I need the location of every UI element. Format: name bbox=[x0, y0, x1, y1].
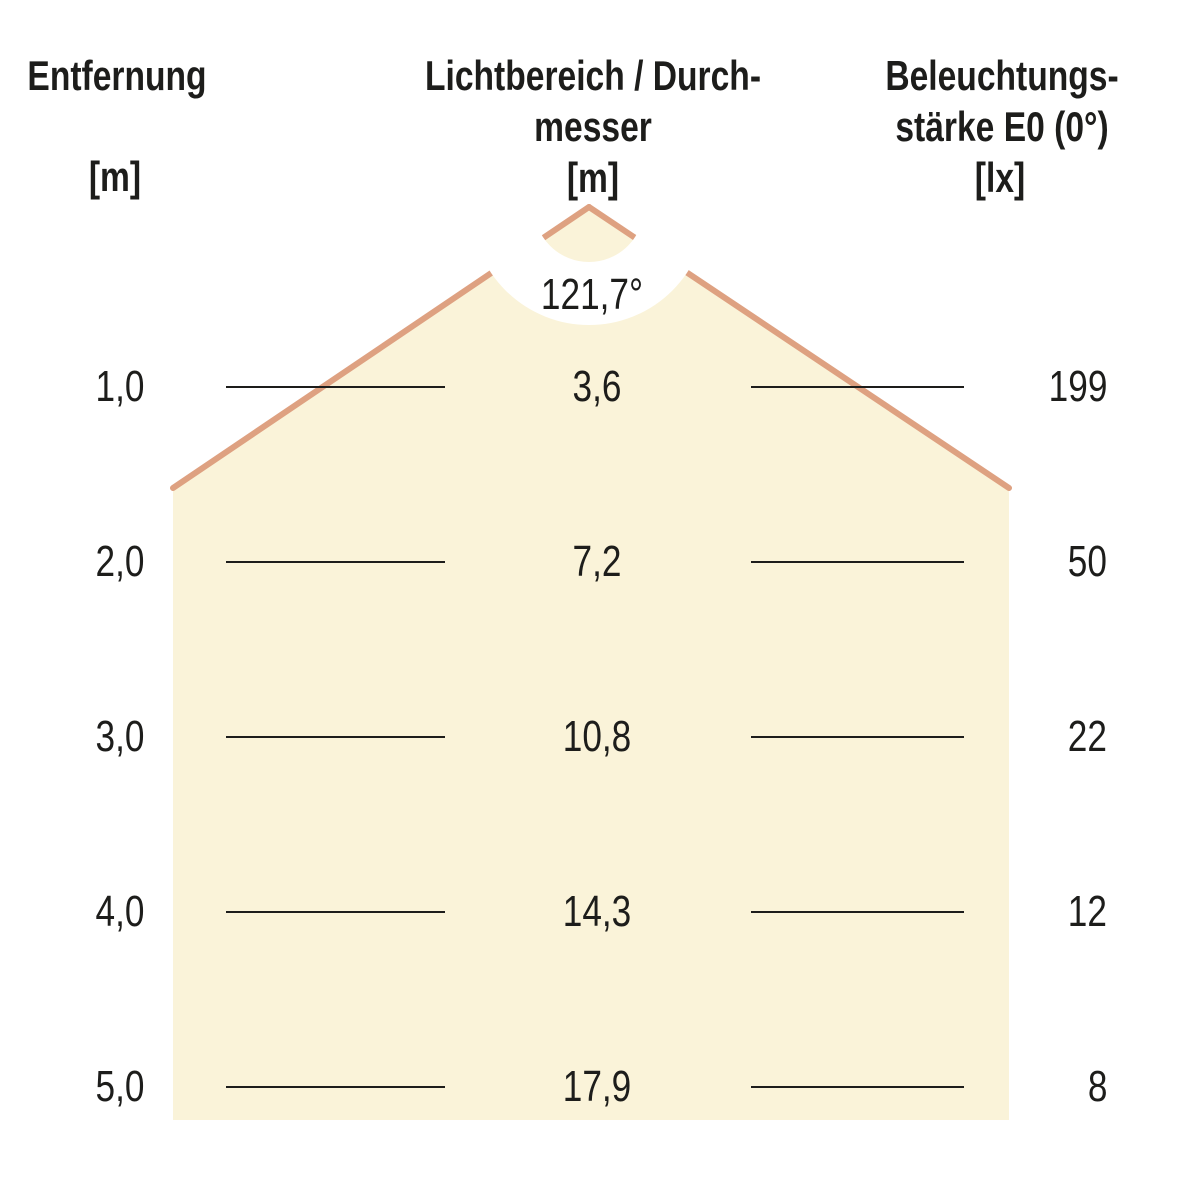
column-header-illuminance-line2: stärke E0 (0°) bbox=[895, 103, 1109, 150]
distance-value: 2,0 bbox=[95, 537, 145, 586]
illuminance-value: 50 bbox=[1067, 537, 1107, 586]
angle-label-arc-gap bbox=[471, 89, 707, 325]
column-header-distance-unit: [m] bbox=[88, 153, 142, 200]
illuminance-value: 199 bbox=[1048, 362, 1107, 411]
beam-angle-label: 121,7° bbox=[540, 270, 644, 319]
column-header-diameter-unit: [m] bbox=[566, 154, 620, 201]
column-header-distance: Entfernung bbox=[27, 52, 207, 99]
distance-value: 4,0 bbox=[95, 887, 145, 936]
light-cone-fill bbox=[173, 207, 1009, 1120]
illuminance-value: 12 bbox=[1067, 887, 1107, 936]
diameter-value: 3,6 bbox=[572, 362, 622, 411]
column-header-illuminance-unit: [lx] bbox=[974, 154, 1026, 201]
distance-value: 3,0 bbox=[95, 712, 145, 761]
illuminance-value: 22 bbox=[1067, 712, 1107, 761]
distance-value: 5,0 bbox=[95, 1062, 145, 1111]
column-header-illuminance-line1: Beleuchtungs- bbox=[885, 52, 1119, 99]
column-header-diameter-line2: messer bbox=[534, 103, 652, 150]
distance-value: 1,0 bbox=[95, 362, 145, 411]
diameter-value: 17,9 bbox=[562, 1062, 632, 1111]
diameter-value: 10,8 bbox=[562, 712, 632, 761]
column-header-diameter-line1: Lichtbereich / Durch- bbox=[424, 52, 762, 99]
diameter-value: 7,2 bbox=[572, 537, 622, 586]
diameter-value: 14,3 bbox=[562, 887, 632, 936]
illuminance-value: 8 bbox=[1087, 1062, 1107, 1111]
